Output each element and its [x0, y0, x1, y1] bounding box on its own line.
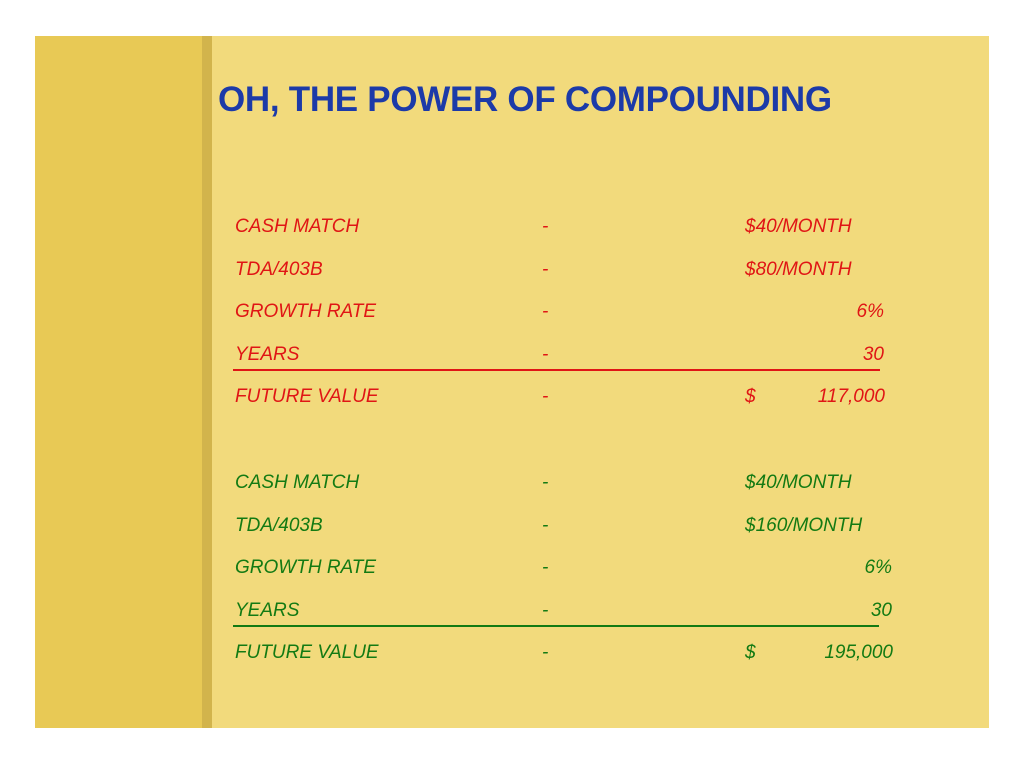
row-value: 30: [870, 599, 892, 621]
row-value: $80/MONTH: [745, 258, 852, 280]
row-growth-rate: GROWTH RATE - 6%: [233, 551, 893, 594]
row-label: FUTURE VALUE: [235, 386, 379, 407]
currency-symbol: $: [745, 386, 756, 407]
currency-symbol: $: [745, 642, 756, 663]
row-value: 6%: [864, 557, 892, 578]
row-cash-match: CASH MATCH - $40/MONTH: [233, 210, 893, 253]
row-label: TDA/403B: [235, 258, 323, 280]
slide-sidebar: [35, 36, 202, 728]
row-future-value: FUTURE VALUE - $ 195,000: [233, 636, 893, 679]
row-years: YEARS - 30: [233, 594, 893, 637]
row-growth-rate: GROWTH RATE - 6%: [233, 295, 893, 338]
slide-title: OH, THE POWER OF COMPOUNDING: [218, 80, 832, 119]
row-dash: -: [542, 386, 549, 407]
row-label: FUTURE VALUE: [235, 642, 379, 663]
row-value: $40/MONTH: [745, 472, 852, 493]
row-dash: -: [542, 301, 549, 322]
row-label: GROWTH RATE: [235, 301, 377, 322]
future-value-amount: 117,000: [817, 386, 885, 407]
row-dash: -: [542, 343, 549, 365]
row-dash: -: [542, 472, 549, 493]
row-dash: -: [542, 599, 549, 621]
row-dash: -: [542, 642, 549, 663]
row-future-value: FUTURE VALUE - $ 117,000: [233, 380, 893, 423]
sum-underline: [233, 624, 879, 627]
row-dash: -: [542, 216, 549, 237]
row-label: YEARS: [235, 343, 300, 365]
row-value: 6%: [856, 301, 884, 322]
row-label: YEARS: [235, 599, 300, 621]
scenario-2: CASH MATCH - $40/MONTH TDA/403B - $160/M…: [233, 466, 893, 679]
row-tda-403b: TDA/403B - $80/MONTH: [233, 253, 893, 296]
row-years: YEARS - 30: [233, 338, 893, 381]
row-tda-403b: TDA/403B - $160/MONTH: [233, 509, 893, 552]
row-value: $160/MONTH: [745, 514, 863, 536]
row-label: TDA/403B: [235, 514, 323, 536]
row-label: CASH MATCH: [235, 472, 360, 493]
row-value: 30: [862, 343, 884, 365]
sidebar-edge: [202, 36, 212, 728]
row-dash: -: [542, 557, 549, 578]
row-dash: -: [542, 258, 549, 280]
future-value-amount: 195,000: [824, 642, 893, 663]
row-cash-match: CASH MATCH - $40/MONTH: [233, 466, 893, 509]
scenario-1: CASH MATCH - $40/MONTH TDA/403B - $80/MO…: [233, 210, 893, 423]
slide: OH, THE POWER OF COMPOUNDING CASH MATCH …: [35, 36, 989, 728]
row-value: $40/MONTH: [745, 216, 852, 237]
sum-underline: [233, 368, 880, 371]
row-label: CASH MATCH: [235, 216, 360, 237]
row-label: GROWTH RATE: [235, 557, 377, 578]
row-dash: -: [542, 514, 549, 536]
